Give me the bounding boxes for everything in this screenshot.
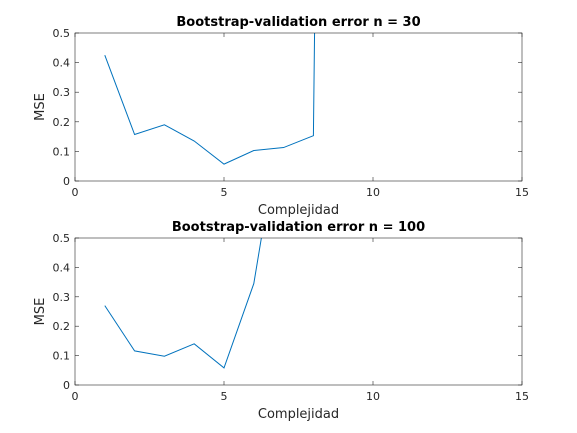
x-tick-label: 0 — [72, 390, 79, 403]
x-tick-label: 10 — [366, 390, 380, 403]
x-tick-label: 15 — [515, 186, 529, 199]
y-tick-label: 0 — [63, 175, 70, 188]
chart-title: Bootstrap-validation error n = 100 — [172, 220, 425, 235]
y-tick-label: 0 — [63, 379, 70, 392]
y-tick-label: 0.5 — [53, 27, 71, 40]
x-axis-label: Complejidad — [258, 407, 339, 422]
y-tick-label: 0.1 — [53, 350, 71, 363]
y-tick-label: 0.2 — [53, 116, 71, 129]
subplot-2: 0 5 10 15 0 0.1 0.2 0.3 0.4 0.5 Bootstrap-validati… — [33, 220, 529, 422]
plot-area — [75, 238, 522, 385]
x-tick-label: 5 — [221, 390, 228, 403]
plot-area — [75, 33, 522, 181]
y-tick-label: 0.3 — [53, 86, 71, 99]
x-tick-label: 5 — [221, 186, 228, 199]
x-tick-label: 15 — [515, 390, 529, 403]
y-tick-label: 0.3 — [53, 291, 71, 304]
y-tick-label: 0.4 — [53, 57, 71, 70]
series-line-1 — [104, 238, 262, 369]
subplot-1: 0 5 10 15 0 0.1 0.2 0.3 0.4 0.5 Bootstrap-validati… — [33, 15, 529, 218]
series-line-1 — [104, 33, 316, 165]
y-axis-label: MSE — [33, 93, 48, 121]
axes-frame — [74, 32, 523, 182]
y-axis-label: MSE — [33, 298, 48, 326]
chart-title: Bootstrap-validation error n = 30 — [176, 15, 420, 30]
x-tick-label: 10 — [366, 186, 380, 199]
y-tick-label: 0.1 — [53, 145, 71, 158]
x-tick-label: 0 — [72, 186, 79, 199]
y-tick-label: 0.2 — [53, 320, 71, 333]
y-tick-label: 0.5 — [53, 232, 71, 245]
x-axis-label: Complejidad — [258, 203, 339, 218]
y-tick-label: 0.4 — [53, 261, 71, 274]
axes-frame — [74, 237, 523, 386]
